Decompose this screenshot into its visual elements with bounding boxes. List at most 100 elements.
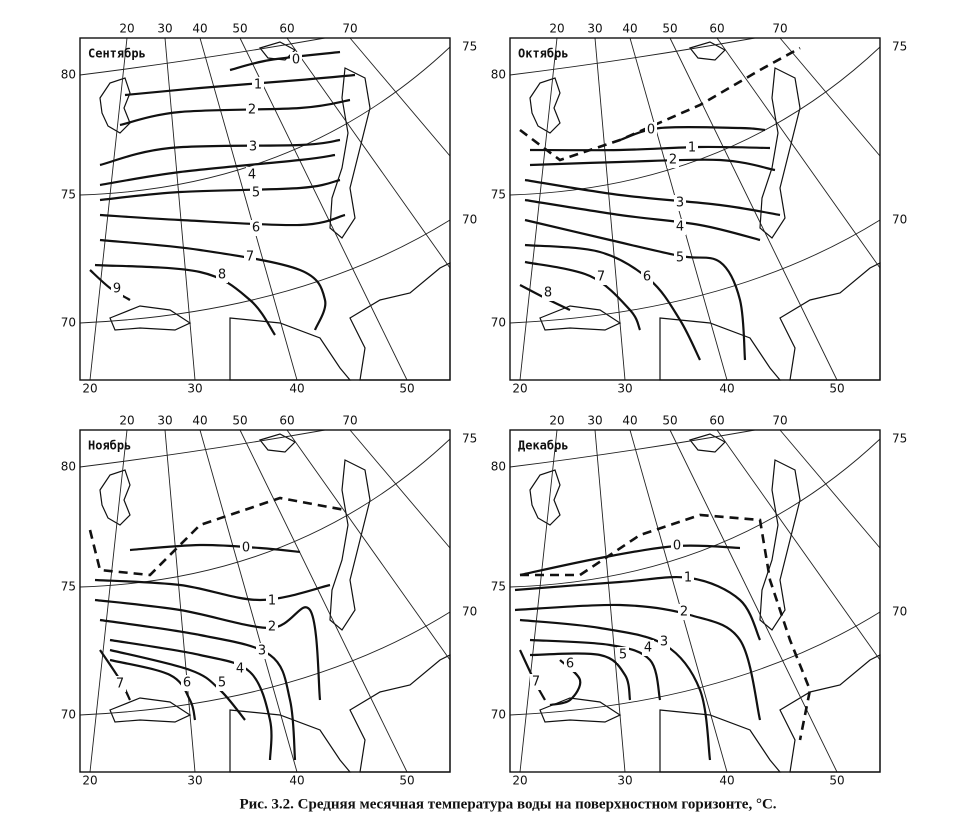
coastline [329,459,371,631]
isotherm [109,648,246,721]
isotherm [94,578,331,602]
panel-title: Октябрь [518,47,569,61]
parallel-left-label: 75 [491,580,506,594]
coastline [99,77,131,134]
meridian [519,429,558,773]
isotherm [524,178,781,217]
meridian [89,37,128,381]
coastline [349,654,451,773]
coastline [759,459,801,631]
parallel-left-label: 75 [61,188,76,202]
isotherm-label: 9 [113,282,121,297]
parallel-left-label: 75 [61,580,76,594]
parallel [509,219,881,324]
parallel [79,438,451,588]
isotherm-label-bg [658,634,670,650]
meridian-bottom-label: 20 [512,774,527,788]
isotherm-label: 6 [566,657,574,672]
panel-title: Ноябрь [88,439,131,453]
isotherm-label-bg [617,647,629,663]
meridian [164,429,196,773]
isotherm-label-bg [111,281,123,297]
isotherm-label: 3 [258,644,266,659]
isotherm-label: 7 [116,677,124,692]
isotherm-label: 7 [597,270,605,285]
meridian-top-label: 20 [549,22,564,36]
isotherm-label-bg [216,267,228,283]
meridian-top-label: 40 [622,414,637,428]
coastline [659,709,782,773]
meridian-top-label: 20 [119,414,134,428]
meridian-bottom-label: 20 [512,382,527,396]
coastline [759,67,801,239]
meridian-top-label: 30 [587,414,602,428]
isotherm [529,145,771,152]
isotherm-label: 4 [248,168,256,183]
coastline [779,654,881,773]
parallel-right-label: 70 [462,213,477,227]
isotherm-label-bg [266,593,278,609]
panel-frame [79,37,451,381]
meridian [164,37,196,381]
meridian [519,37,558,381]
isotherm-label-bg [247,139,259,155]
ice-edge [519,46,801,162]
parallel [509,429,756,468]
coastline [659,317,782,381]
isotherm-label-bg [246,167,258,183]
parallel [509,611,881,716]
isotherm [619,125,766,142]
isotherm-label-bg [667,152,679,168]
isotherm-label-bg [216,675,228,691]
isotherm [229,50,341,72]
coastline [539,305,622,331]
parallel-right-label: 70 [462,605,477,619]
isotherm-label: 2 [248,103,256,118]
parallel [79,429,326,468]
isotherm [99,178,341,202]
meridian-bottom-label: 50 [829,774,844,788]
parallel-left-label: 80 [491,68,506,82]
parallel-right-label: 70 [892,605,907,619]
parallel-left-label: 75 [491,188,506,202]
isotherm [99,138,341,167]
meridian [349,429,451,549]
isotherm [129,543,301,554]
parallel-right-label: 75 [892,40,907,54]
isotherm-label: 6 [643,270,651,285]
parallel-right-label: 75 [892,432,907,446]
coastline [109,305,192,331]
isotherm-label-bg [686,140,698,156]
isotherm-label: 4 [236,662,244,677]
meridian-bottom-label: 20 [82,382,97,396]
meridian-top-label: 20 [119,22,134,36]
meridian-top-label: 40 [622,22,637,36]
meridian-bottom-label: 40 [289,774,304,788]
panel-title: Сентябрь [88,47,146,61]
isotherm [524,260,642,331]
isotherm [529,638,662,701]
parallel-left-label: 80 [61,68,76,82]
meridian-top-label: 50 [232,22,247,36]
meridian [716,37,881,269]
isotherm-label: 6 [252,221,260,236]
isotherm-label-bg [252,77,264,93]
isotherm-label: 1 [254,78,262,93]
meridian [594,37,626,381]
parallel-right-label: 70 [892,213,907,227]
isotherm-label: 3 [660,635,668,650]
meridian-bottom-label: 50 [399,774,414,788]
meridian-bottom-label: 40 [719,382,734,396]
meridian [716,429,881,661]
coastline [688,433,726,453]
isotherm [519,544,741,577]
isotherm-label: 7 [246,250,254,265]
isotherm-label: 2 [680,605,688,620]
isotherm-label-bg [240,540,252,556]
isotherm [99,213,346,227]
isotherm-label: 2 [268,620,276,635]
meridian-bottom-label: 30 [187,774,202,788]
meridian-top-label: 30 [587,22,602,36]
